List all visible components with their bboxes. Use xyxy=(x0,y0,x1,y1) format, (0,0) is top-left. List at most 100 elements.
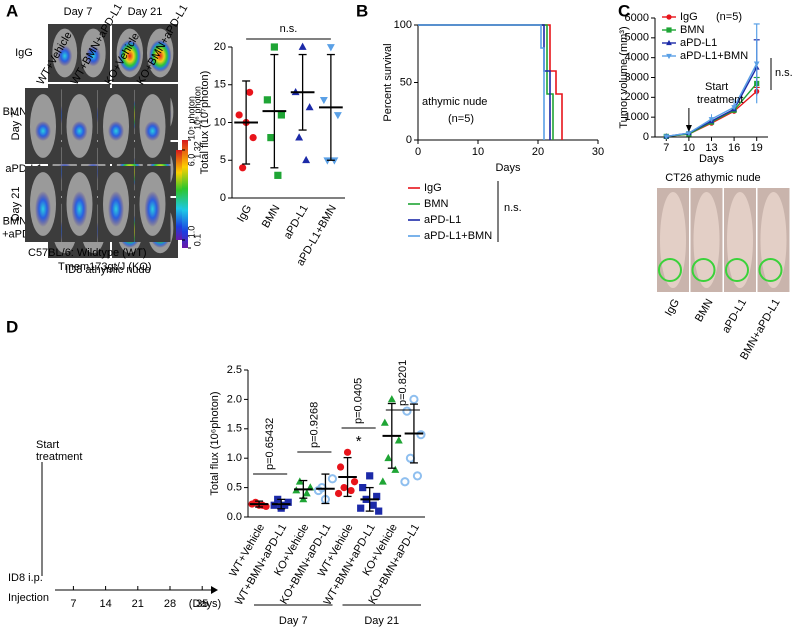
p-value: p=0.65432 xyxy=(264,418,276,470)
data-point xyxy=(298,42,307,50)
data-point xyxy=(731,105,737,111)
legend-marker xyxy=(666,27,672,33)
colorbar-unit: 10⁵ photon xyxy=(186,96,196,140)
signal xyxy=(57,45,73,67)
data-point xyxy=(394,436,403,444)
data-point xyxy=(416,430,426,440)
y-axis-label: Total flux (10⁶photon) xyxy=(209,391,221,495)
signal xyxy=(71,191,88,227)
y-tick-label: 6000 xyxy=(625,12,649,24)
data-point xyxy=(323,157,332,165)
x-tick-label: 7 xyxy=(663,142,669,154)
note: (n=5) xyxy=(716,11,742,23)
data-point xyxy=(270,43,278,51)
group-label: Day 7 xyxy=(279,615,308,627)
signal xyxy=(71,121,88,141)
data-point xyxy=(340,484,348,492)
row-label: IgG xyxy=(15,47,33,59)
photo-label: aPD-L1 xyxy=(720,297,749,335)
signal xyxy=(108,191,124,227)
legend-label: BMN xyxy=(424,198,449,210)
legend-label: aPD-L1+BMN xyxy=(424,230,492,242)
annotation-arrowhead xyxy=(685,125,692,132)
x-tick-label: 19 xyxy=(751,142,763,154)
y-tick-label: 2000 xyxy=(625,91,649,103)
data-point xyxy=(249,134,257,142)
data-point xyxy=(366,472,374,480)
x-axis-label: Days xyxy=(495,162,521,174)
data-point xyxy=(357,504,365,512)
data-point xyxy=(302,489,311,497)
y-tick-label: 0.0 xyxy=(227,511,242,523)
signal xyxy=(144,191,161,227)
colorbar-tick-label: 1.0 xyxy=(186,226,196,239)
x-tick-label: 30 xyxy=(592,146,604,158)
side-note: n.s. xyxy=(775,67,793,79)
photo-label: BMN xyxy=(693,297,716,324)
column-header: Day 21 xyxy=(128,6,163,18)
data-point xyxy=(336,463,345,471)
p-value: p=0.9268 xyxy=(308,402,320,448)
annotation: n.s. xyxy=(280,23,298,35)
data-point xyxy=(277,111,285,119)
y-tick-label: 50 xyxy=(400,76,412,88)
data-point xyxy=(239,164,247,172)
legend-label: aPD-L1 xyxy=(680,37,717,49)
colorbar xyxy=(176,150,182,240)
y-tick-label: 20 xyxy=(214,41,226,53)
timeline-label: ID8 i.p. xyxy=(8,572,43,584)
legend-label: IgG xyxy=(424,182,442,194)
timeline-label: Start xyxy=(36,439,59,451)
mouse-body xyxy=(727,192,753,288)
signal xyxy=(35,191,51,227)
data-point xyxy=(369,501,377,509)
y-tick-label: 10 xyxy=(214,116,226,128)
data-point xyxy=(686,130,692,137)
tumor-circle xyxy=(691,258,716,282)
data-point xyxy=(327,474,338,484)
legend-label: IgG xyxy=(680,11,698,23)
data-point xyxy=(391,465,400,473)
data-point xyxy=(400,477,410,487)
legend-label: BMN xyxy=(680,24,705,36)
x-tick-label: 20 xyxy=(532,146,544,158)
signal xyxy=(35,121,51,141)
mouse-body xyxy=(760,192,787,288)
y-axis-label: Total flux (10⁷photon) xyxy=(199,71,211,175)
survival-line xyxy=(418,24,551,140)
data-point xyxy=(384,453,393,462)
annotation: treatment xyxy=(697,94,743,106)
timeline-tick-label: 14 xyxy=(99,598,111,610)
data-point xyxy=(295,133,304,141)
column-header: Day 7 xyxy=(64,6,93,18)
mouse-body xyxy=(660,192,686,288)
data-point xyxy=(412,471,423,481)
colorbar-tick-label: 0.1 xyxy=(192,234,202,247)
data-point xyxy=(378,477,387,485)
y-axis-label: Percent survival xyxy=(382,43,394,121)
data-point xyxy=(246,88,254,96)
x-tick-label: BMN xyxy=(260,203,283,230)
y-tick-label: 2.5 xyxy=(227,364,242,376)
data-point xyxy=(350,478,359,486)
data-point xyxy=(708,117,715,123)
data-point xyxy=(334,489,343,498)
legend-marker xyxy=(666,14,672,20)
timeline-tick-label: 35 xyxy=(196,598,208,610)
caption: Tmem173gt/J (KO) xyxy=(58,261,152,273)
data-point xyxy=(258,501,267,509)
data-point xyxy=(267,134,275,142)
data-point xyxy=(753,61,760,67)
colorbar xyxy=(182,140,188,248)
legend-note: n.s. xyxy=(504,202,522,214)
x-tick-label: IgG xyxy=(235,203,254,224)
tumor-circle xyxy=(725,258,749,282)
p-value: p=0.8201 xyxy=(397,360,409,406)
data-point xyxy=(359,484,367,492)
tumor-circle xyxy=(758,258,783,282)
x-axis-label: Days xyxy=(699,153,725,165)
timeline-tick-label: 21 xyxy=(132,598,144,610)
x-tick-label: 10 xyxy=(472,146,484,158)
data-point xyxy=(375,507,383,515)
